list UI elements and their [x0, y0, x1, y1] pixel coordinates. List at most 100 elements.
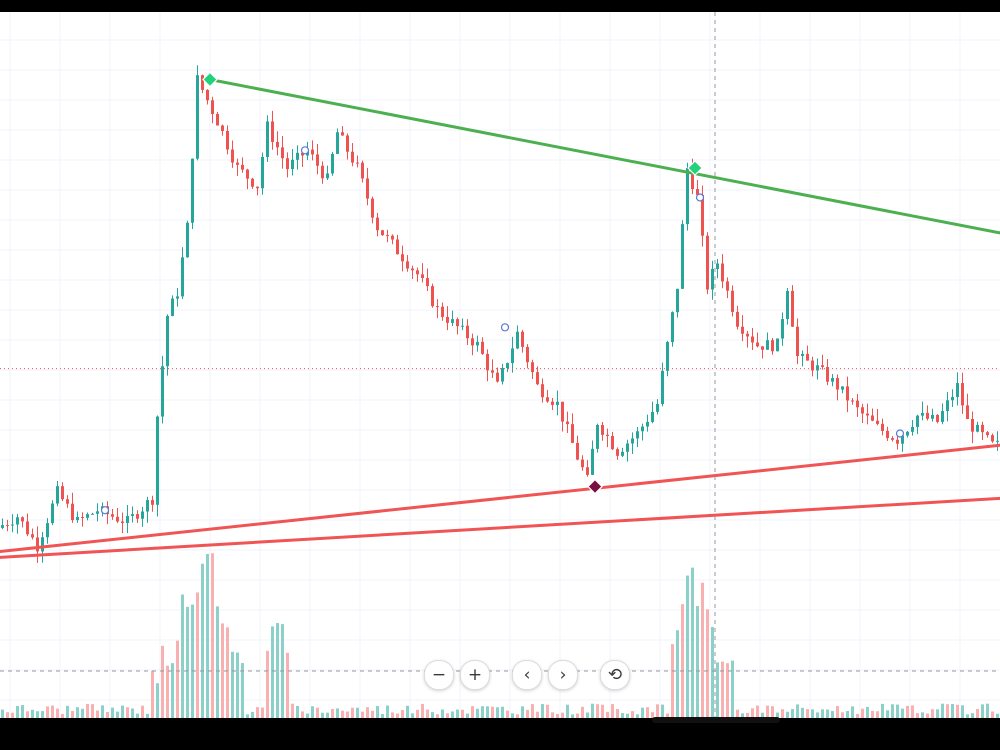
- volume-bar: [386, 705, 389, 718]
- volume-bar: [486, 706, 489, 718]
- volume-bar: [191, 604, 194, 718]
- reset-chart-button[interactable]: ⟲: [600, 660, 630, 690]
- volume-bar: [566, 704, 569, 718]
- volume-bar: [206, 553, 209, 718]
- volume-bar: [836, 706, 839, 718]
- volume-bar: [396, 713, 399, 718]
- candle-body: [361, 162, 364, 179]
- volume-bar: [691, 567, 694, 718]
- volume-bar: [616, 709, 619, 718]
- candle-body: [556, 401, 559, 405]
- candle-body: [491, 370, 494, 373]
- candle-body: [406, 261, 409, 269]
- volume-bar: [751, 708, 754, 718]
- zoom-out-button[interactable]: −: [424, 660, 454, 690]
- volume-bar: [871, 710, 874, 718]
- volume-bar: [531, 704, 534, 718]
- volume-bar: [786, 711, 789, 718]
- candle-body: [546, 397, 549, 402]
- volume-bar: [696, 606, 699, 718]
- candle-body: [576, 442, 579, 460]
- volume-bar: [111, 707, 114, 718]
- volume-bar: [841, 712, 844, 718]
- candle-body: [931, 414, 934, 419]
- candle-body: [121, 521, 124, 524]
- candle-body: [66, 499, 69, 504]
- volume-bar: [256, 707, 259, 718]
- volume-bar: [51, 705, 54, 718]
- candle-body: [756, 342, 759, 347]
- candle-body: [36, 537, 39, 552]
- volume-bar: [341, 710, 344, 718]
- volume-bar: [156, 683, 159, 718]
- volume-bar: [821, 709, 824, 718]
- candle-body: [166, 315, 169, 367]
- trendlines[interactable]: [0, 78, 1000, 559]
- candle-body: [871, 415, 874, 421]
- volume-bar: [476, 708, 479, 718]
- candle-body: [191, 158, 194, 223]
- scroll-right-button[interactable]: ›: [548, 660, 578, 690]
- candle-body: [821, 365, 824, 367]
- volume-bar: [491, 706, 494, 718]
- candle-body: [336, 132, 339, 154]
- volume-bar: [646, 707, 649, 718]
- volume-bar: [926, 713, 929, 718]
- candle-body: [651, 411, 654, 422]
- scroll-left-button[interactable]: ‹: [512, 660, 542, 690]
- candle-body: [251, 178, 254, 187]
- volume-bar: [806, 709, 809, 718]
- volume-bar: [896, 704, 899, 718]
- volume-bar: [886, 710, 889, 718]
- volume-bar: [141, 705, 144, 718]
- candle-body: [641, 426, 644, 432]
- grid: [0, 12, 1000, 718]
- candle-body: [531, 362, 534, 373]
- zoom-in-button[interactable]: +: [460, 660, 490, 690]
- volume-bar: [581, 706, 584, 718]
- candle-body: [646, 421, 649, 427]
- trendline-support-lower: [0, 496, 1000, 559]
- candle-body: [616, 449, 619, 456]
- volume-bar: [501, 706, 504, 718]
- candle-body: [486, 353, 489, 371]
- candle-body: [851, 400, 854, 402]
- volume-bar: [56, 708, 59, 718]
- volume-bar: [726, 663, 729, 718]
- candle-body: [461, 325, 464, 327]
- volume-bar: [996, 713, 999, 718]
- candle-body: [766, 340, 769, 350]
- volume-bar: [41, 711, 44, 718]
- volume-bar: [371, 710, 374, 718]
- candle-body: [436, 306, 439, 308]
- volume-bar: [406, 705, 409, 718]
- candle-body: [571, 424, 574, 443]
- candle-body: [171, 298, 174, 316]
- candle-body: [261, 156, 264, 189]
- pivot-high-marker: [202, 71, 218, 88]
- candle-body: [281, 147, 284, 159]
- candle-body: [686, 168, 689, 225]
- candle-body: [236, 162, 239, 165]
- volume-bar: [36, 711, 39, 718]
- candle-body: [186, 222, 189, 258]
- candle-body: [811, 360, 814, 371]
- candle-body: [906, 431, 909, 436]
- candle-body: [846, 386, 849, 401]
- volume-bar: [411, 713, 414, 718]
- candle-body: [946, 400, 949, 412]
- volume-bar: [376, 706, 379, 718]
- candle-body: [746, 333, 749, 337]
- candle-body: [396, 239, 399, 255]
- candle-body: [371, 198, 374, 218]
- candle-body: [206, 89, 209, 101]
- volume-bar: [866, 706, 869, 718]
- volume-bar: [956, 704, 959, 718]
- volume-bar: [716, 662, 719, 718]
- candle-body: [366, 178, 369, 199]
- candle-body: [831, 378, 834, 382]
- candle-body: [21, 517, 24, 522]
- volume-bar: [576, 713, 579, 718]
- candle-body: [161, 366, 164, 417]
